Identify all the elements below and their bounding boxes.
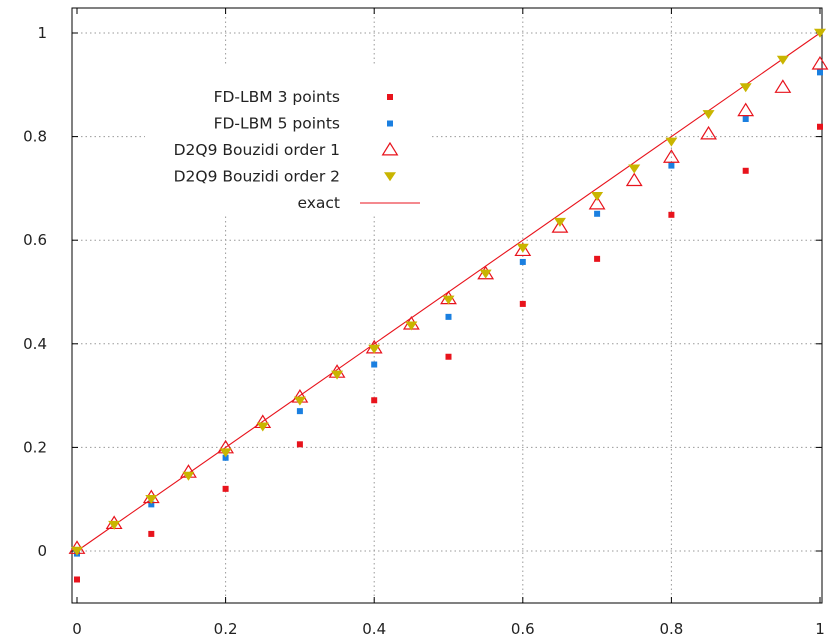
data-point <box>594 255 601 262</box>
data-point <box>514 242 532 257</box>
axes: 0 0.2 0.4 0.6 0.8 1 0 0.2 0.4 0.6 0.8 1 <box>23 7 825 638</box>
data-point <box>668 211 675 218</box>
data-point <box>702 110 715 120</box>
data-point <box>742 115 749 122</box>
data-point <box>588 195 606 210</box>
data-point <box>516 243 529 253</box>
data-point <box>368 344 381 354</box>
legend-sample-marker <box>381 141 399 156</box>
series-3 <box>71 28 826 556</box>
series-0 <box>74 123 823 583</box>
data-point <box>74 576 80 583</box>
x-tick-label: 0 <box>72 620 82 638</box>
data-point <box>700 125 717 140</box>
legend-label: D2Q9 Bouzidi order 2 <box>174 168 340 186</box>
data-point <box>442 295 455 305</box>
grid <box>72 8 822 603</box>
legend-label: FD-LBM 5 points <box>214 115 340 133</box>
data-point <box>553 217 566 227</box>
data-point <box>219 448 232 458</box>
x-tick-label: 0.4 <box>362 620 386 638</box>
data-point <box>817 123 823 130</box>
data-point <box>665 137 678 147</box>
data-point <box>256 422 269 432</box>
data-point <box>405 321 418 331</box>
x-tick-label: 0.8 <box>659 620 683 638</box>
legend-label: exact <box>297 194 340 212</box>
data-point <box>445 353 452 360</box>
data-point <box>371 397 378 404</box>
series-layer <box>68 28 829 583</box>
data-point <box>739 83 752 93</box>
y-tick-label: 0.4 <box>23 335 47 353</box>
x-tick-label: 1 <box>815 620 825 638</box>
data-point <box>591 191 604 201</box>
data-point <box>811 55 829 70</box>
y-tick-label: 0.6 <box>23 231 47 249</box>
data-point <box>776 55 789 65</box>
legend-label: D2Q9 Bouzidi order 1 <box>174 141 340 159</box>
data-point <box>662 149 680 163</box>
data-point <box>71 546 83 556</box>
data-point <box>445 313 452 320</box>
legend-sample-marker <box>387 120 393 127</box>
data-point <box>148 501 155 508</box>
y-tick-label: 1 <box>37 24 47 42</box>
data-point <box>737 102 755 117</box>
data-point <box>182 471 195 481</box>
data-point <box>331 370 344 380</box>
y-tick-label: 0.8 <box>23 128 47 146</box>
data-point <box>774 79 792 93</box>
legend-sample-marker <box>384 172 396 182</box>
data-point <box>551 219 569 233</box>
data-point <box>371 361 378 368</box>
data-point <box>145 495 158 504</box>
legend-label: FD-LBM 3 points <box>214 88 340 106</box>
data-point <box>519 258 526 265</box>
legend: FD-LBM 3 points FD-LBM 5 points D2Q9 Bouzi… <box>174 88 420 212</box>
x-tick-label: 0.6 <box>511 620 535 638</box>
data-point <box>594 210 601 217</box>
data-point <box>668 162 675 169</box>
data-point <box>625 172 643 187</box>
data-point <box>108 520 121 530</box>
data-point <box>817 69 823 76</box>
data-point <box>296 408 303 415</box>
data-point <box>742 167 749 174</box>
data-point <box>296 441 303 448</box>
y-tick-label: 0.2 <box>23 438 47 456</box>
data-point <box>628 164 641 174</box>
y-tick-label: 0 <box>37 542 47 560</box>
data-point <box>148 530 155 537</box>
data-point <box>222 485 229 492</box>
data-point <box>293 396 306 406</box>
x-tick-label: 0.2 <box>214 620 238 638</box>
legend-sample-marker <box>387 94 393 100</box>
data-point <box>479 269 492 279</box>
data-point <box>519 300 526 307</box>
plot-frame <box>71 7 823 604</box>
data-point <box>222 454 229 461</box>
data-point <box>814 28 826 38</box>
